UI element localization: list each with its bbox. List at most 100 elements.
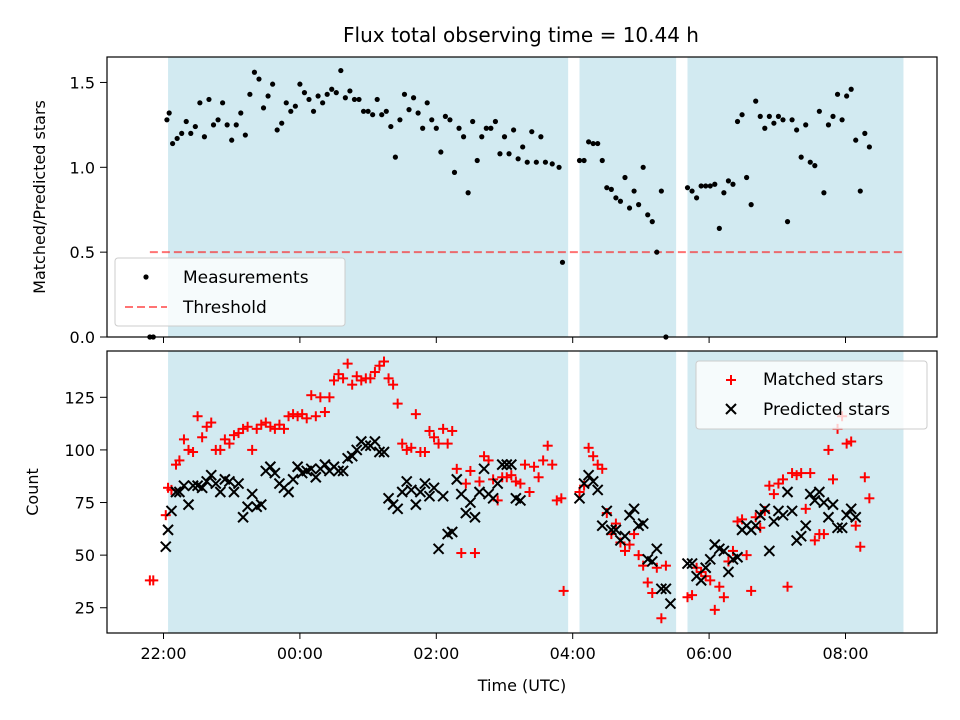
matched-stars-point	[718, 592, 729, 603]
measurement-point	[748, 202, 754, 208]
x-tick-label: 08:00	[822, 644, 868, 663]
top-legend: Measurements Threshold	[114, 257, 346, 327]
predicted-stars-point	[246, 488, 258, 500]
measurement-point	[821, 190, 827, 196]
measurement-point	[338, 67, 344, 74]
measurement-points	[147, 67, 872, 340]
measurement-point	[201, 134, 208, 140]
measurement-point	[406, 107, 412, 113]
predicted-stars-point	[478, 463, 490, 475]
predicted-stars-point	[505, 458, 518, 471]
predicted-stars-point	[827, 498, 839, 511]
measurement-point	[622, 174, 628, 181]
count-points	[144, 356, 875, 624]
predicted-stars-point	[749, 519, 762, 532]
observing-window-band	[168, 351, 569, 633]
x-axis-title: Time (UTC)	[477, 676, 566, 695]
measurement-point	[830, 113, 836, 119]
predicted-stars-point	[591, 484, 604, 496]
matched-stars-point	[823, 444, 834, 455]
predicted-stars-point	[351, 444, 363, 456]
y-tick-label: 1.5	[70, 73, 95, 92]
measurement-point	[179, 130, 185, 136]
matched-stars-point	[855, 541, 866, 552]
predicted-stars-point	[646, 555, 658, 568]
measurement-point	[586, 139, 592, 145]
predicted-stars-point	[170, 486, 182, 498]
matched-stars-point	[796, 468, 807, 479]
measurement-point	[556, 164, 562, 170]
measurement-point	[794, 127, 800, 133]
matched-stars-point	[460, 478, 471, 489]
matched-stars-point	[438, 423, 449, 434]
matched-stars-point	[519, 459, 530, 470]
legend-matched-marker	[726, 375, 736, 385]
predicted-stars-point	[223, 475, 236, 488]
predicted-stars-point	[423, 490, 436, 502]
measurement-point	[581, 157, 587, 164]
measurement-point	[825, 122, 832, 128]
matched-stars-point	[656, 613, 667, 624]
predicted-stars-point	[214, 486, 227, 498]
matched-stars-point	[278, 423, 289, 434]
matched-stars-point	[265, 421, 276, 432]
matched-stars-point	[787, 468, 798, 479]
predicted-stars-point	[695, 574, 707, 587]
predicted-stars-point	[777, 509, 789, 521]
matched-stars-point	[342, 358, 353, 369]
observing-window-band	[579, 57, 677, 337]
legend-predicted-marker	[725, 403, 737, 415]
measurement-point	[388, 123, 394, 130]
matched-stars-point	[301, 413, 312, 424]
measurement-point	[164, 117, 170, 123]
predicted-stars-point	[437, 490, 449, 502]
measurement-point	[725, 178, 732, 184]
measurement-point	[816, 108, 822, 114]
measurement-point	[220, 100, 226, 106]
measurement-point	[242, 132, 248, 138]
measurement-point	[260, 105, 267, 111]
measurement-point	[279, 120, 285, 126]
measurement-point	[342, 95, 348, 101]
matched-stars-point	[306, 390, 317, 401]
predicted-stars-point	[173, 486, 186, 498]
measurement-point	[784, 219, 791, 225]
x-tick-label: 22:00	[140, 644, 186, 663]
measurement-point	[169, 140, 176, 147]
legend-threshold-label: Threshold	[182, 298, 267, 318]
matched-stars-point	[818, 529, 829, 540]
measurement-point	[424, 100, 430, 106]
measurement-point	[707, 183, 713, 189]
matched-stars-point	[682, 592, 693, 603]
measurement-point	[442, 113, 448, 119]
measurement-point	[479, 134, 485, 140]
predicted-stars-point	[596, 519, 608, 532]
measurement-point	[256, 76, 262, 82]
measurement-point	[215, 117, 221, 123]
predicted-stars-point	[469, 511, 481, 523]
matched-stars-point	[588, 451, 599, 462]
matched-stars-point	[447, 425, 458, 436]
matched-stars-point	[800, 503, 811, 514]
legend-predicted-label: Predicted stars	[763, 400, 890, 420]
measurement-point	[292, 103, 298, 109]
measurement-point	[590, 140, 596, 147]
predicted-stars-point	[699, 562, 712, 574]
matched-stars-point	[256, 419, 267, 430]
predicted-stars-point	[840, 509, 853, 521]
matched-stars-point	[610, 518, 621, 529]
matched-stars-point	[777, 474, 788, 485]
matched-stars-point	[558, 585, 569, 596]
matched-stars-point	[846, 436, 857, 447]
measurement-point	[576, 157, 583, 164]
y-tick-label: 75	[75, 494, 95, 513]
matched-stars-point	[197, 432, 208, 443]
measurement-point	[658, 188, 664, 194]
predicted-stars-point	[455, 488, 468, 500]
predicted-stars-point	[196, 482, 208, 494]
measurement-point	[703, 183, 709, 189]
measurement-point	[631, 188, 637, 194]
y-tick-label: 0.0	[70, 328, 95, 347]
matched-stars-point	[791, 470, 802, 481]
matched-stars-point	[292, 411, 303, 422]
